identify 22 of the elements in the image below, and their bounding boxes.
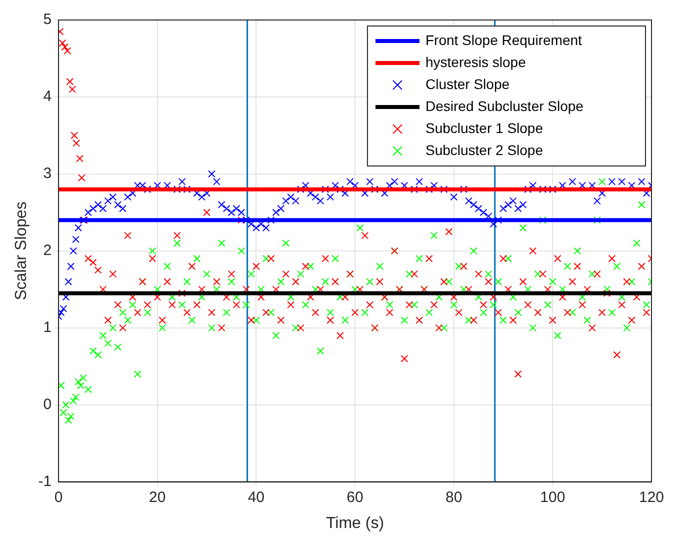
legend-label: Cluster Slope (425, 76, 510, 92)
x-tick-label: 100 (540, 488, 566, 506)
y-tick-label: 1 (43, 319, 52, 336)
x-axis-title: Time (s) (326, 514, 384, 532)
y-axis-title: Scalar Slopes (13, 202, 30, 300)
x-tick-label: 120 (638, 488, 664, 506)
y-tick-label: 5 (43, 11, 52, 28)
x-tick-label: 80 (445, 488, 462, 506)
y-tick-label: 0 (43, 396, 52, 413)
legend-label: Front Slope Requirement (425, 32, 582, 48)
y-tick-label: 3 (43, 165, 52, 182)
legend-label: Subcluster 1 Slope (425, 120, 544, 136)
legend-label: Desired Subcluster Slope (425, 98, 584, 114)
x-tick-label: 0 (54, 488, 63, 506)
x-tick-label: 20 (149, 488, 166, 506)
y-tick-label: 2 (43, 242, 52, 260)
y-tick-label: 4 (43, 88, 52, 106)
legend-label: hysteresis slope (425, 54, 526, 70)
y-tick-label: -1 (38, 472, 52, 490)
x-tick-label: 60 (346, 488, 364, 506)
x-tick-label: 40 (248, 488, 265, 506)
legend-label: Subcluster 2 Slope (425, 142, 544, 158)
